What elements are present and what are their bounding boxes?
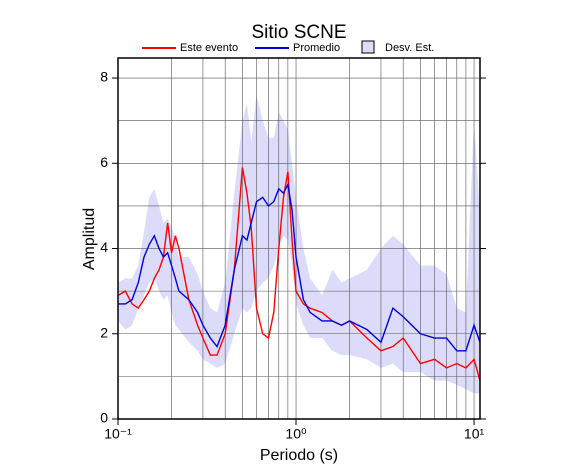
legend-label: Este evento <box>180 42 238 54</box>
x-tick-label: 10¹ <box>464 426 485 442</box>
x-tick-label: 10⁻¹ <box>104 426 132 442</box>
y-tick-label: 0 <box>100 410 108 426</box>
std-band <box>118 95 480 394</box>
plot-frame <box>117 57 481 420</box>
series-line <box>118 182 481 352</box>
y-axis-label: Amplitud <box>81 208 98 270</box>
y-tick-label: 6 <box>100 154 108 170</box>
legend-swatch <box>361 40 375 54</box>
x-axis-label: Periodo (s) <box>260 447 338 464</box>
y-tick-label: 4 <box>100 239 108 255</box>
x-tick-label: 10⁰ <box>285 426 307 442</box>
y-tick-label: 2 <box>100 324 108 340</box>
legend-label: Promedio <box>293 42 340 54</box>
legend-label: Desv. Est. <box>385 42 434 54</box>
y-tick-label: 8 <box>100 69 108 85</box>
chart-title: Sitio SCNE <box>251 22 346 43</box>
